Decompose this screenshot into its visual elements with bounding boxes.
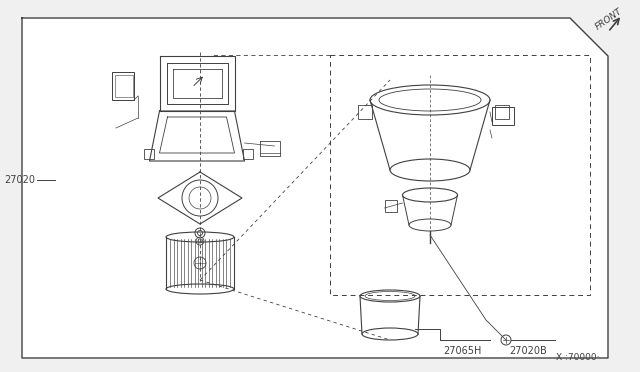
Bar bbox=[385, 200, 397, 212]
Text: FRONT: FRONT bbox=[594, 7, 625, 32]
Bar bbox=[143, 149, 154, 159]
Text: 27020: 27020 bbox=[4, 175, 35, 185]
Bar bbox=[495, 105, 509, 119]
Text: 27020B: 27020B bbox=[509, 346, 547, 356]
Bar bbox=[115, 75, 133, 97]
Bar bbox=[112, 72, 134, 100]
Bar bbox=[358, 105, 372, 119]
Polygon shape bbox=[22, 18, 608, 358]
Bar bbox=[243, 149, 253, 159]
Text: X :70000·: X :70000· bbox=[557, 353, 600, 362]
Bar bbox=[492, 107, 514, 125]
Text: 27065H: 27065H bbox=[443, 346, 481, 356]
